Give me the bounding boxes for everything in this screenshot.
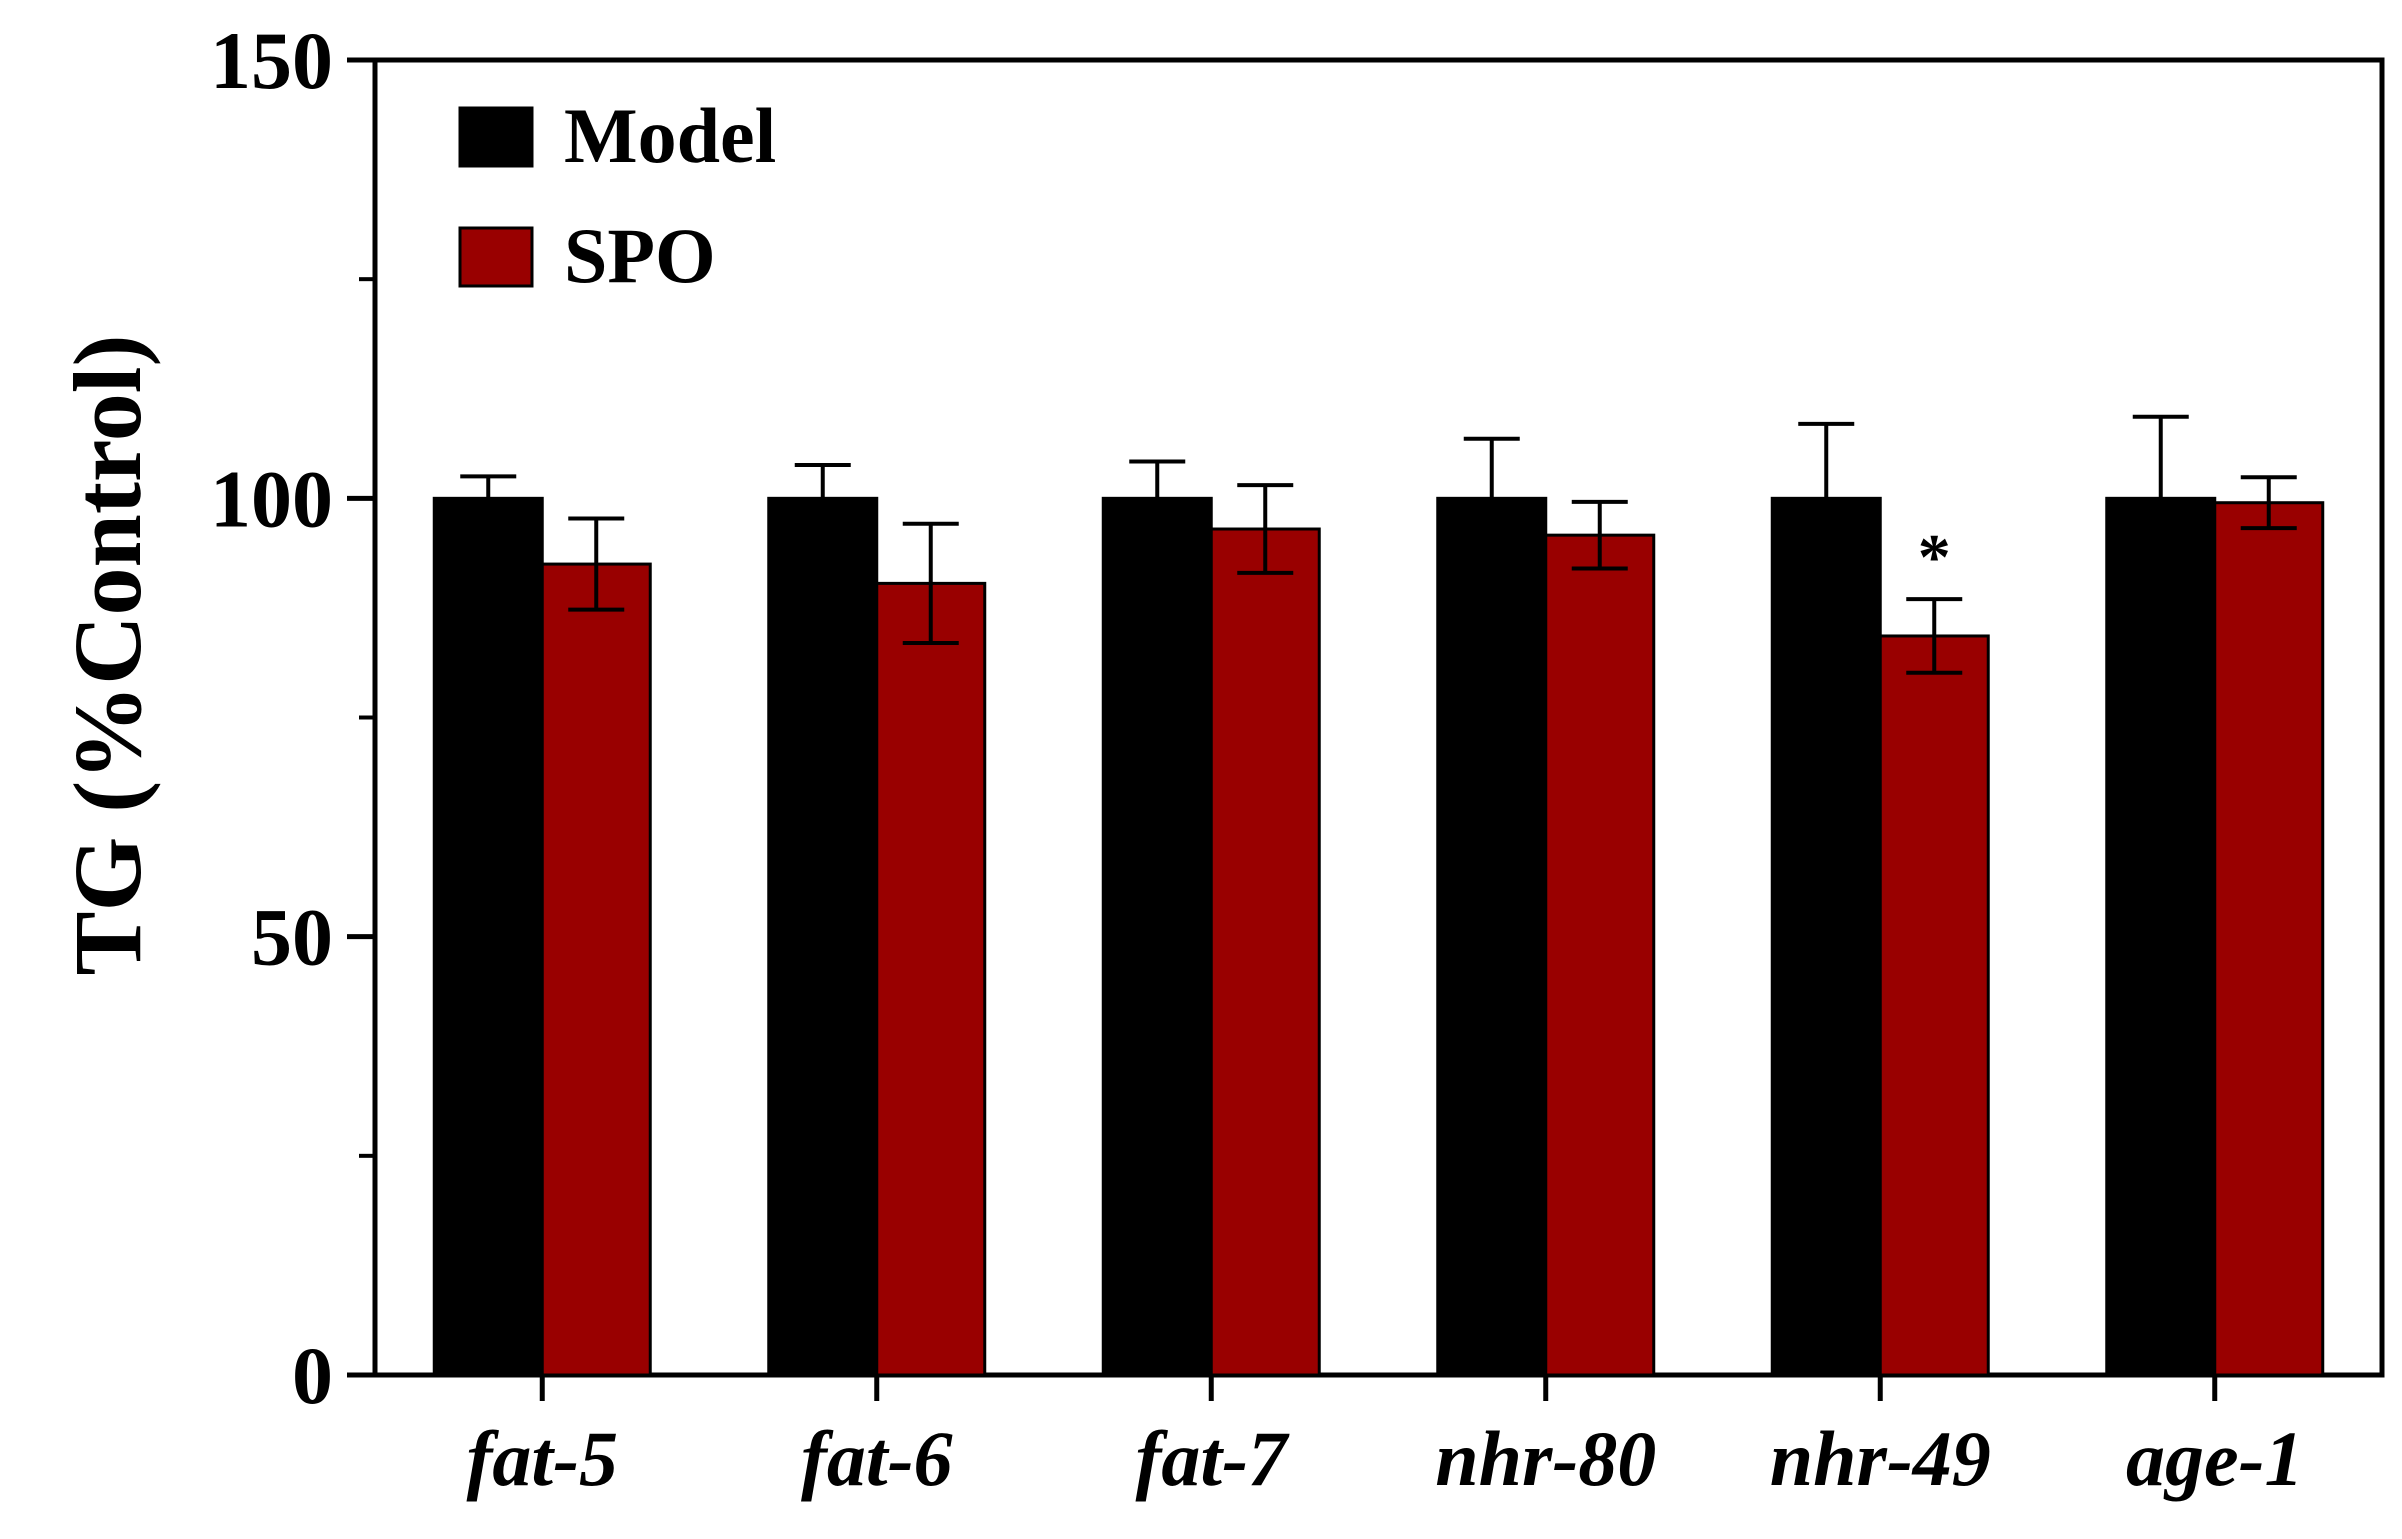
bars-group xyxy=(432,496,2325,1377)
bar-model-fat-5 xyxy=(432,496,544,1377)
bar-model-age-1 xyxy=(2105,496,2217,1377)
y-axis-label: TG (%Control) xyxy=(54,335,161,976)
bar-model-nhr-80 xyxy=(1436,496,1548,1377)
bar-spo-fat-7 xyxy=(1209,527,1321,1377)
error-bars-group xyxy=(460,414,2297,675)
x-tick-label-age-1: age-1 xyxy=(2126,1415,2304,1502)
y-tick-label: 50 xyxy=(251,892,333,983)
bar-model-nhr-49 xyxy=(1770,496,1882,1377)
x-tick-label-nhr-80: nhr-80 xyxy=(1435,1415,1656,1502)
y-tick-label: 150 xyxy=(210,15,333,106)
x-tick-label-fat-5: fat-5 xyxy=(466,1415,618,1502)
bar-model-fat-6 xyxy=(767,496,879,1377)
bar-spo-nhr-80 xyxy=(1544,533,1656,1377)
legend-label-model: Model xyxy=(564,92,776,179)
bar-spo-age-1 xyxy=(2213,501,2325,1377)
y-tick-label: 100 xyxy=(210,453,333,544)
x-axis: fat-5 fat-6 fat-7 nhr-80 nhr-49 age-1 xyxy=(466,1375,2304,1502)
legend-label-spo: SPO xyxy=(564,212,716,299)
legend: Model SPO xyxy=(458,92,776,299)
legend-swatch-model xyxy=(458,106,534,168)
x-tick-label-fat-7: fat-7 xyxy=(1135,1415,1290,1502)
significance-asterisk: * xyxy=(1918,521,1951,594)
bar-spo-fat-5 xyxy=(540,562,652,1377)
annotations-group: * xyxy=(1918,521,1951,594)
bar-spo-fat-6 xyxy=(875,581,987,1377)
bar-model-fat-7 xyxy=(1101,496,1213,1377)
bar-spo-nhr-49 xyxy=(1878,634,1990,1377)
x-tick-label-nhr-49: nhr-49 xyxy=(1770,1415,1991,1502)
legend-swatch-spo xyxy=(458,226,534,288)
y-axis: 0 50 100 150 xyxy=(210,15,375,1421)
y-tick-label: 0 xyxy=(292,1330,333,1421)
x-tick-label-fat-6: fat-6 xyxy=(801,1415,953,1502)
